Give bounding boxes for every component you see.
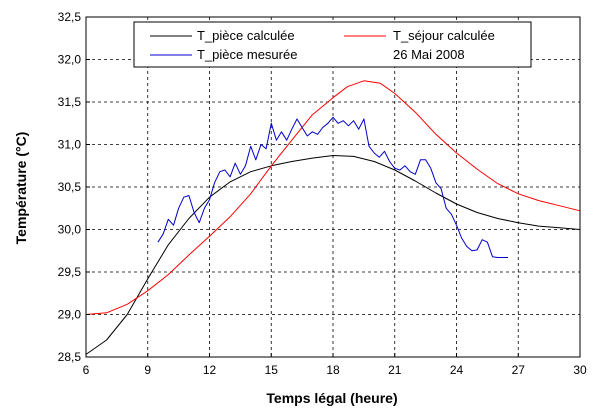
- x-tick-label: 12: [203, 363, 217, 377]
- y-tick-label: 28,5: [58, 350, 82, 364]
- legend-label-t-sejour-calculee: T_séjour calculée: [393, 28, 495, 43]
- y-tick-label: 31,0: [58, 138, 82, 152]
- y-tick-label: 30,5: [58, 180, 82, 194]
- series-line-t-sejour-calculee: [85, 80, 581, 315]
- x-tick-label: 21: [388, 363, 402, 377]
- y-axis-label: Température (°C): [13, 132, 29, 245]
- series-line-t-piece-mesuree: [157, 116, 508, 258]
- series-line-t-piece-calculee: [85, 155, 581, 355]
- x-tick-label: 9: [144, 363, 151, 377]
- x-tick-label: 24: [450, 363, 464, 377]
- chart-date-annotation: 26 Mai 2008: [393, 47, 465, 62]
- x-tick-label: 15: [265, 363, 279, 377]
- x-tick-label: 27: [512, 363, 526, 377]
- y-tick-label: 31,5: [58, 95, 82, 109]
- y-tick-label: 32,5: [58, 10, 82, 24]
- tick-labels: 6 9 12 15 18 21 24 27 30 28,5 29,0 29,5 30,0 30,5 31,0…: [58, 10, 587, 377]
- x-tick-label: 30: [573, 363, 587, 377]
- legend: T_pièce calculée T_séjour calculée T_piè…: [133, 21, 532, 68]
- legend-label-t-piece-calculee: T_pièce calculée: [197, 28, 295, 43]
- legend-box: [133, 21, 532, 68]
- y-tick-label: 32,0: [58, 53, 82, 67]
- y-tick-label: 29,5: [58, 265, 82, 279]
- y-tick-label: 30,0: [58, 223, 82, 237]
- legend-label-t-piece-mesuree: T_pièce mesurée: [197, 47, 297, 62]
- x-tick-label: 6: [83, 363, 90, 377]
- series-group: [85, 80, 581, 355]
- x-tick-label: 18: [326, 363, 340, 377]
- y-tick-label: 29,0: [58, 308, 82, 322]
- x-axis-label: Temps légal (heure): [266, 390, 397, 406]
